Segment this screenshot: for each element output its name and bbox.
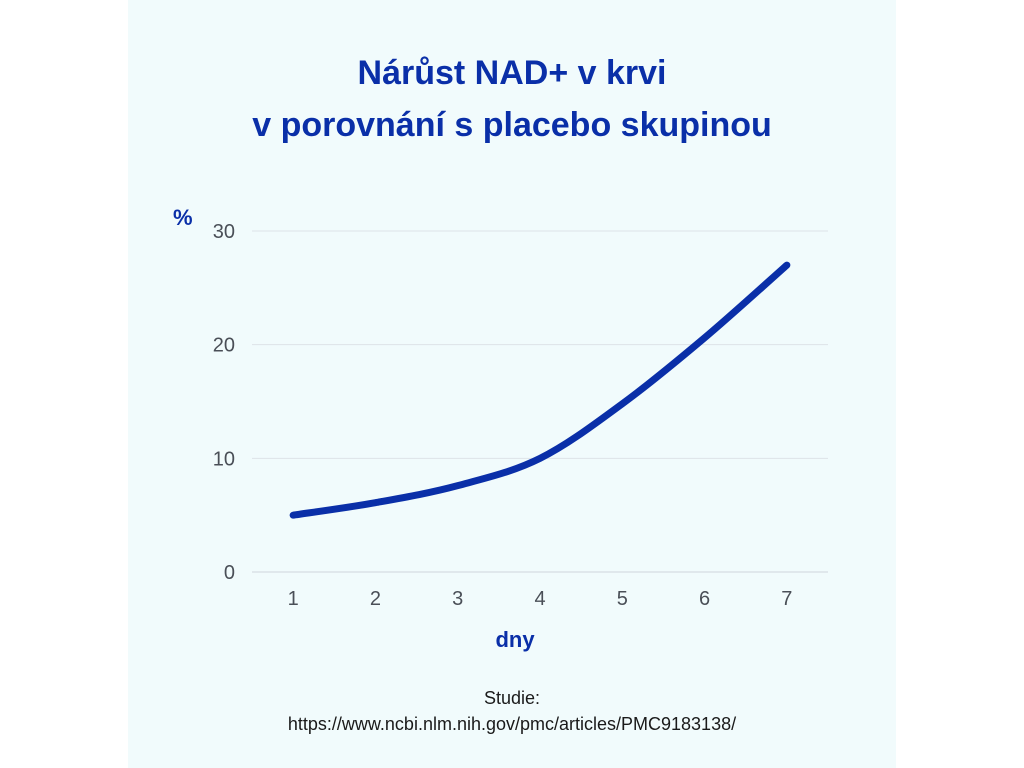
x-tick-labels: 1 2 3 4 5 6 7 — [288, 588, 793, 610]
x-tick-label: 2 — [370, 588, 381, 610]
x-tick-label: 4 — [534, 588, 545, 610]
y-tick-label: 10 — [213, 448, 235, 470]
x-tick-label: 3 — [452, 588, 463, 610]
y-tick-label: 0 — [224, 562, 235, 584]
x-tick-label: 1 — [288, 588, 299, 610]
x-axis-label: dny — [495, 627, 535, 652]
y-tick-label: 20 — [213, 335, 235, 357]
y-tick-label: 30 — [213, 221, 235, 243]
x-tick-label: 7 — [781, 588, 792, 610]
y-tick-labels: 0 10 20 30 — [213, 221, 235, 584]
series-line — [289, 261, 791, 519]
x-tick-label: 5 — [617, 588, 628, 610]
x-tick-label: 6 — [699, 588, 710, 610]
chart-panel — [128, 0, 896, 768]
series-layer — [289, 261, 791, 519]
grid-lines — [252, 230, 828, 573]
source-url: https://www.ncbi.nlm.nih.gov/pmc/article… — [287, 714, 737, 734]
y-axis-label: % — [173, 205, 193, 230]
chart-title: Nárůst NAD+ v krvi — [357, 54, 667, 92]
chart-subtitle: v porovnání s placebo skupinou — [252, 106, 772, 144]
source-label: Studie: — [483, 688, 541, 708]
